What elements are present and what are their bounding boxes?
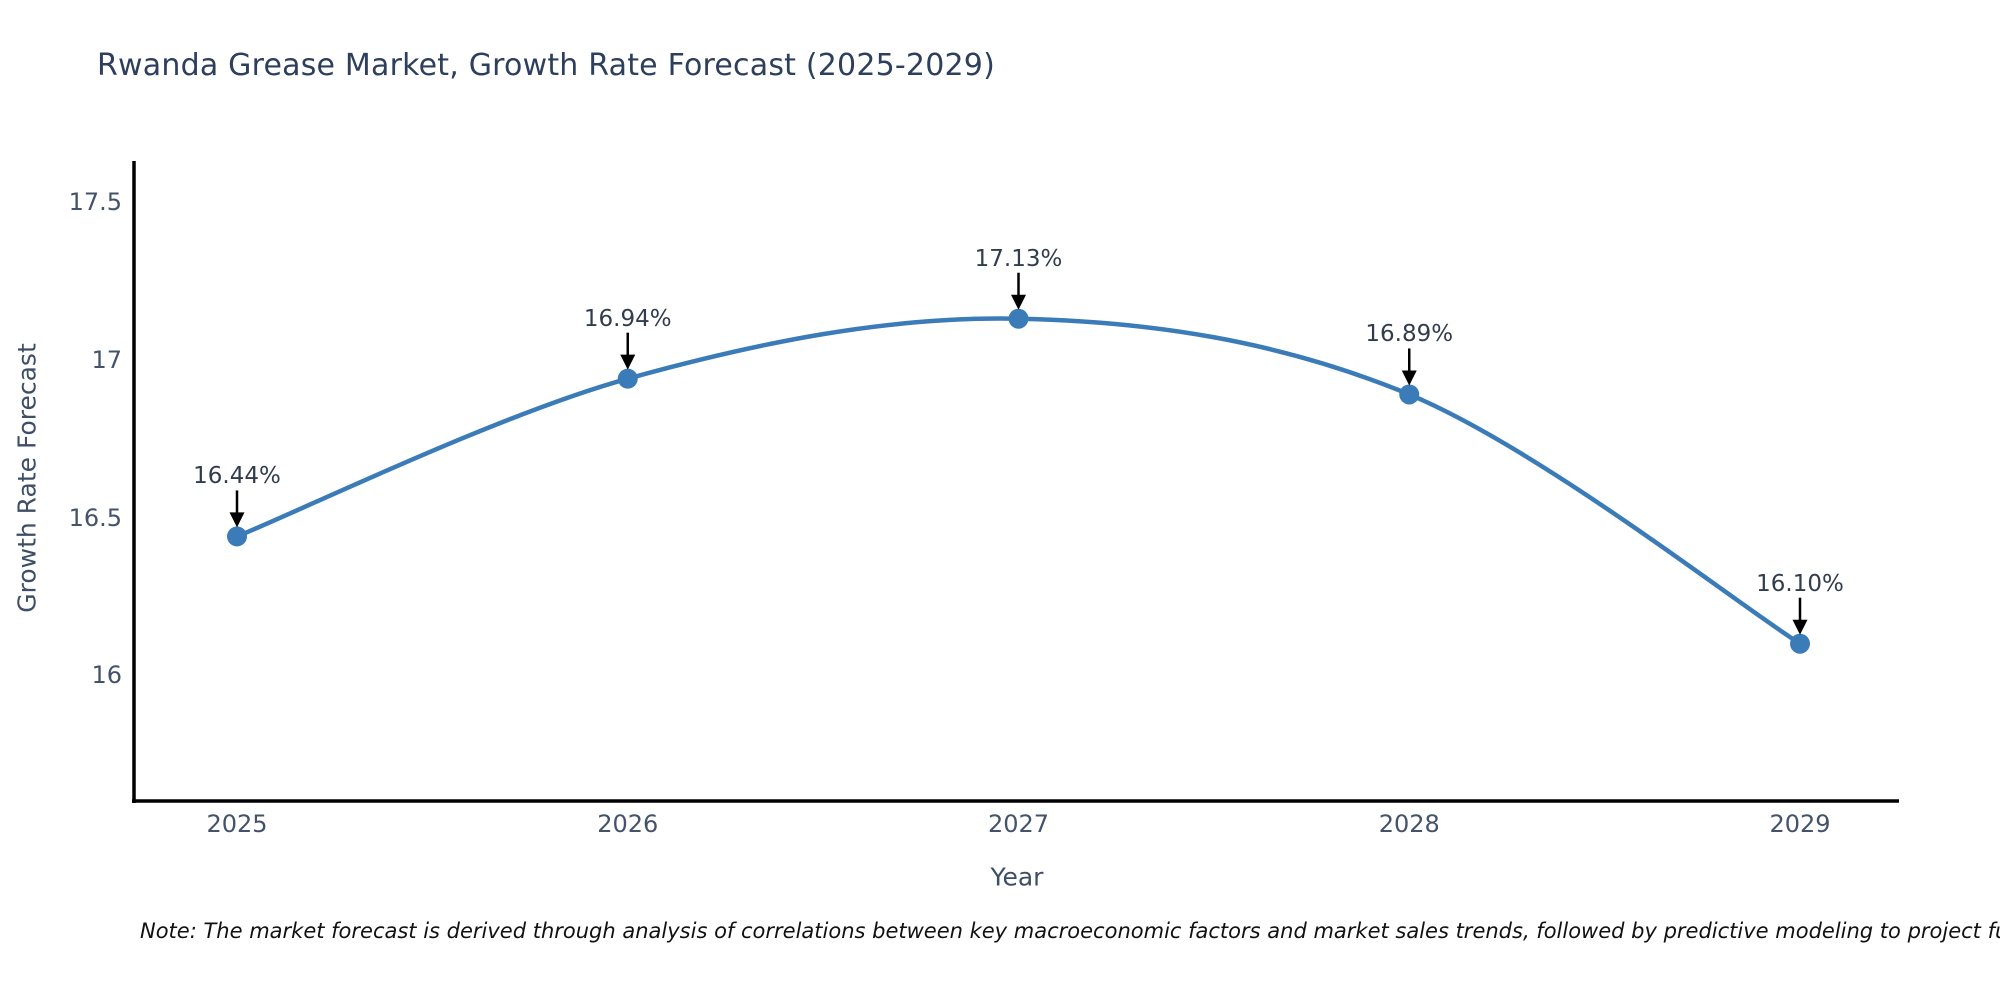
x-tick-label: 2026	[597, 810, 659, 838]
x-tick-label: 2027	[987, 810, 1050, 838]
y-tick-label: 17.5	[68, 188, 122, 216]
chart-title: Rwanda Grease Market, Growth Rate Foreca…	[97, 48, 995, 83]
x-tick-label: 2025	[206, 810, 268, 838]
x-axis-title: Year	[990, 862, 1044, 892]
y-tick-label: 16.5	[68, 503, 122, 532]
y-tick-label: 17	[91, 345, 122, 374]
data-point-label: 16.44%	[193, 463, 281, 490]
data-point-label: 16.10%	[1756, 570, 1844, 597]
data-point-label: 16.89%	[1365, 321, 1454, 348]
x-tick-label: 2028	[1378, 810, 1440, 838]
y-tick-label: 16	[91, 661, 122, 690]
x-tick-label: 2029	[1769, 810, 1831, 838]
data-point-label: 17.13%	[974, 245, 1063, 272]
data-point-label: 16.94%	[583, 305, 672, 332]
y-axis-title: Growth Rate Forecast	[12, 343, 42, 613]
footnote: Note: The market forecast is derived thr…	[140, 919, 2000, 943]
